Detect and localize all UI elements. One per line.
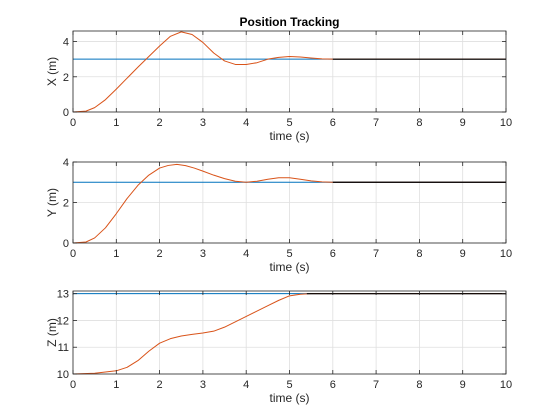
y-tick-label: 4 <box>63 157 69 169</box>
x-tick-label: 6 <box>330 117 336 129</box>
y-axis-label: Y (m) <box>45 188 59 217</box>
x-axis-label: time (s) <box>270 391 310 405</box>
x-tick-label: 0 <box>70 248 76 260</box>
x-tick-label: 5 <box>286 379 292 391</box>
x-tick-label: 2 <box>157 248 163 260</box>
y-tick-label: 13 <box>57 289 69 301</box>
x-tick-label: 6 <box>330 248 336 260</box>
x-tick-label: 10 <box>500 248 512 260</box>
y-tick-label: 0 <box>63 107 69 119</box>
x-tick-label: 0 <box>70 379 76 391</box>
y-axis-label: X (m) <box>45 57 59 86</box>
x-tick-label: 0 <box>70 117 76 129</box>
y-tick-label: 2 <box>63 72 69 84</box>
x-tick-label: 5 <box>286 117 292 129</box>
x-tick-label: 7 <box>373 117 379 129</box>
x-position-panel: Position Tracking 0 1 2 3 4 5 6 7 8 9 10 0 2 4 time (s… <box>45 15 512 143</box>
y-tick-label: 4 <box>63 37 69 49</box>
y-axis-label: Z (m) <box>45 318 59 347</box>
x-tick-label: 1 <box>113 379 119 391</box>
y-tick-label: 10 <box>57 369 69 381</box>
y-tick-label: 0 <box>63 238 69 250</box>
x-tick-label: 8 <box>416 117 422 129</box>
x-tick-label: 4 <box>243 379 249 391</box>
series-line-1 <box>72 163 506 244</box>
x-tick-label: 10 <box>500 379 512 391</box>
x-tick-label: 9 <box>460 379 466 391</box>
y-tick-label: 12 <box>57 315 69 327</box>
x-axis-label: time (s) <box>270 260 310 274</box>
x-tick-label: 8 <box>416 248 422 260</box>
y-tick-label: 2 <box>63 198 69 210</box>
x-tick-label: 9 <box>460 117 466 129</box>
y-position-panel: 0 1 2 3 4 5 6 7 8 9 10 0 2 4 time (s) Y (m) <box>45 157 512 274</box>
x-tick-label: 2 <box>157 379 163 391</box>
x-axis-label: time (s) <box>270 129 310 143</box>
x-tick-label: 7 <box>373 379 379 391</box>
x-tick-label: 1 <box>113 248 119 260</box>
x-tick-label: 3 <box>200 117 206 129</box>
x-tick-label: 2 <box>157 117 163 129</box>
x-tick-label: 5 <box>286 248 292 260</box>
x-tick-label: 1 <box>113 117 119 129</box>
x-tick-label: 3 <box>200 248 206 260</box>
y-tick-label: 11 <box>58 342 69 354</box>
x-tick-label: 10 <box>500 117 512 129</box>
x-tick-label: 9 <box>460 248 466 260</box>
x-tick-label: 4 <box>243 117 249 129</box>
x-tick-label: 8 <box>416 379 422 391</box>
x-tick-label: 6 <box>330 379 336 391</box>
x-tick-label: 4 <box>243 248 249 260</box>
x-tick-label: 3 <box>200 379 206 391</box>
chart-title: Position Tracking <box>239 15 339 29</box>
x-tick-label: 7 <box>373 248 379 260</box>
